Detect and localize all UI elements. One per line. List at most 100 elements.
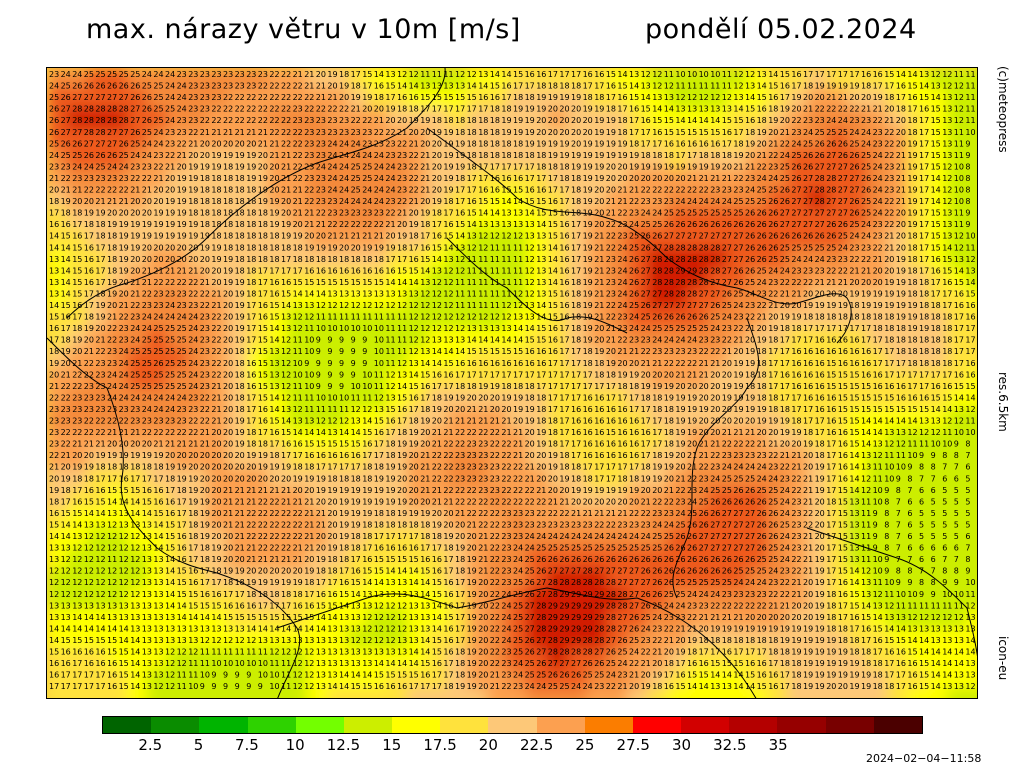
field-cell (587, 88, 608, 109)
grid-value: 24 (327, 174, 337, 183)
grid-value: 25 (142, 128, 152, 137)
grid-value: 17 (919, 197, 929, 206)
field-cell (627, 88, 648, 109)
grid-value: 16 (571, 428, 581, 437)
grid-value: 17 (873, 347, 883, 356)
grid-value: 19 (84, 463, 94, 472)
grid-value: 22 (455, 486, 465, 495)
grid-value: 15 (884, 393, 894, 402)
grid-value: 23 (501, 509, 511, 518)
grid-value: 24 (699, 486, 709, 495)
grid-value: 24 (780, 266, 790, 275)
grid-value: 21 (478, 555, 488, 564)
grid-value: 18 (455, 555, 465, 564)
grid-value: 22 (130, 174, 140, 183)
grid-value: 12 (942, 186, 952, 195)
grid-value: 19 (536, 139, 546, 148)
grid-value: 20 (722, 162, 732, 171)
grid-value: 11 (385, 347, 395, 356)
grid-value: 17 (884, 82, 894, 91)
grid-value: 27 (652, 290, 662, 299)
grid-value: 21 (246, 128, 256, 137)
grid-value: 18 (571, 197, 581, 206)
grid-value: 21 (235, 544, 245, 553)
field-cell (367, 88, 388, 109)
grid-value: 8 (954, 451, 959, 460)
grid-value: 23 (327, 197, 337, 206)
grid-value: 25 (733, 209, 743, 218)
grid-value: 16 (84, 255, 94, 264)
field-cell (727, 108, 748, 129)
grid-value: 21 (409, 197, 419, 206)
grid-value: 17 (629, 393, 639, 402)
grid-value: 19 (594, 105, 604, 114)
grid-value: 20 (211, 486, 221, 495)
grid-value: 21 (188, 139, 198, 148)
grid-value: 17 (594, 463, 604, 472)
field-cell (67, 108, 88, 129)
grid-value: 24 (675, 336, 685, 345)
grid-value: 13 (710, 105, 720, 114)
field-cell (787, 128, 808, 149)
grid-value: 21 (629, 347, 639, 356)
grid-value: 16 (362, 555, 372, 564)
grid-value: 8 (884, 509, 889, 518)
grid-value: 8 (907, 474, 912, 483)
grid-value: 12 (351, 405, 361, 414)
field-cell (787, 148, 808, 169)
field-cell (287, 68, 308, 89)
grid-value: 17 (246, 347, 256, 356)
grid-value: 20 (304, 555, 314, 564)
grid-value: 17 (571, 382, 581, 391)
grid-value: 17 (177, 509, 187, 518)
grid-value: 14 (269, 324, 279, 333)
grid-value: 17 (455, 186, 465, 195)
grid-value: 25 (119, 151, 129, 160)
grid-value: 14 (548, 278, 558, 287)
grid-value: 28 (652, 255, 662, 264)
grid-value: 21 (362, 232, 372, 241)
grid-value: 20 (420, 428, 430, 437)
grid-value: 18 (513, 139, 523, 148)
grid-value: 25 (815, 128, 825, 137)
field-cell (207, 68, 228, 89)
grid-value: 18 (142, 463, 152, 472)
grid-value: 28 (826, 186, 836, 195)
grid-value: 23 (188, 93, 198, 102)
grid-value: 19 (107, 290, 117, 299)
grid-value: 22 (258, 521, 268, 530)
grid-value: 11 (722, 70, 732, 79)
grid-value: 15 (327, 440, 337, 449)
grid-value: 24 (652, 336, 662, 345)
grid-value: 26 (710, 220, 720, 229)
grid-value: 18 (757, 370, 767, 379)
grid-value: 20 (397, 474, 407, 483)
field-cell (347, 128, 368, 149)
grid-value: 20 (559, 128, 569, 137)
grid-value: 18 (211, 209, 221, 218)
grid-value: 22 (780, 139, 790, 148)
grid-value: 23 (119, 405, 129, 414)
grid-value: 25 (733, 290, 743, 299)
field-cell (887, 68, 908, 89)
grid-value: 24 (861, 232, 871, 241)
field-cell (867, 68, 888, 89)
grid-value: 19 (235, 151, 245, 160)
grid-value: 23 (652, 347, 662, 356)
grid-value: 22 (443, 463, 453, 472)
grid-value: 18 (362, 521, 372, 530)
grid-value: 25 (849, 220, 859, 229)
grid-value: 15 (733, 116, 743, 125)
field-cell (967, 128, 977, 149)
field-cell (687, 88, 708, 109)
grid-value: 22 (490, 497, 500, 506)
grid-value: 27 (84, 93, 94, 102)
grid-value: 18 (351, 474, 361, 483)
grid-value: 11 (374, 370, 384, 379)
grid-value: 20 (420, 197, 430, 206)
grid-value: 21 (849, 266, 859, 275)
grid-value: 9 (362, 347, 367, 356)
grid-value: 16 (246, 382, 256, 391)
grid-value: 16 (617, 417, 627, 426)
grid-value: 22 (722, 440, 732, 449)
